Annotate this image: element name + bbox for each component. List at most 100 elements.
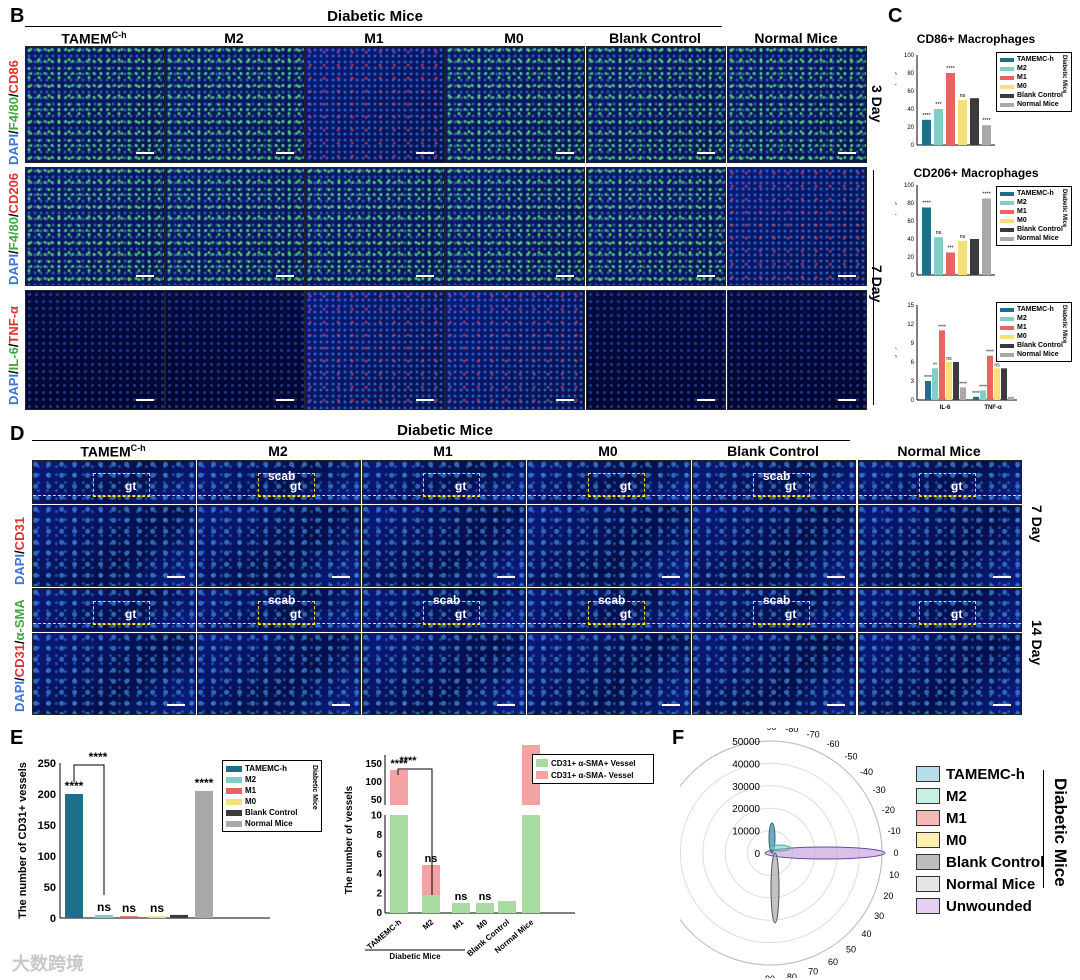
legend-item: Normal Mice — [997, 350, 1071, 359]
e2-ytick-high: 50 — [371, 795, 383, 806]
polar-atick: 10 — [889, 870, 899, 880]
b-row-label-il6: DAPI/IL-6/TNF-α — [6, 305, 21, 405]
c3-bar — [1008, 396, 1014, 400]
c3-ylabel: Mean gray value — [895, 330, 897, 375]
e2-bracket-sig: **** — [399, 755, 417, 767]
scale-bar — [416, 399, 434, 401]
e2-sig: **** — [390, 758, 408, 770]
dashed-baseline — [363, 623, 525, 624]
c1-sig: ns — [960, 93, 966, 99]
d-image-r2-c0: gt — [32, 588, 196, 632]
e1-bracket-sig: **** — [89, 750, 108, 764]
e1-sig: ns — [150, 901, 164, 915]
scale-bar — [332, 704, 350, 706]
c2-bar — [982, 198, 991, 275]
legend-label: M1 — [946, 809, 967, 827]
e1-ytick: 250 — [38, 758, 56, 770]
legend-swatch — [916, 876, 940, 892]
legend-swatch — [1000, 334, 1014, 339]
legend-item: M0 — [913, 829, 1044, 851]
panel-f-legend-line — [1043, 770, 1044, 888]
e2-sig: ns — [425, 853, 438, 865]
label-scab: scab — [433, 593, 461, 607]
e2-bar-pos — [498, 901, 516, 913]
legend-item: M2 — [913, 785, 1044, 807]
e2-xtick: M1 — [451, 917, 466, 931]
legend-label: M2 — [1017, 65, 1027, 72]
dashed-baseline — [693, 495, 855, 496]
legend-item: Normal Mice — [223, 818, 321, 829]
c3-sig: **** — [979, 385, 987, 391]
polar-atick: 40 — [862, 929, 872, 939]
b-col-header-2: M1 — [305, 30, 443, 46]
legend-item: CD31+ α-SMA+ Vessel — [533, 757, 653, 769]
scale-bar — [662, 576, 680, 578]
e2-bracket — [397, 768, 433, 895]
legend-item: M2 — [997, 314, 1071, 323]
col-header-text: M2 — [224, 30, 244, 46]
e2-legend: CD31+ α-SMA+ Vessel CD31+ α-SMA- Vessel — [532, 754, 654, 784]
c2-bar — [934, 237, 943, 275]
c3-sig: ** — [933, 362, 937, 368]
panel-f-legend: TAMEMC-h M2 M1 M0 Blank Control Normal Mice Un… — [913, 763, 1045, 917]
c-legend-1: TAMEMC-h M2 M1 M0 Blank Control Normal Mice Di… — [996, 52, 1072, 112]
scale-bar — [827, 704, 845, 706]
legend-label: TAMEMC-h — [1017, 190, 1054, 197]
d-col-header-2: M1 — [362, 443, 524, 459]
legend-swatch — [1000, 66, 1014, 71]
d-col-header-1: M2 — [197, 443, 359, 459]
b-day-3: 3 Day — [869, 85, 885, 123]
legend-item: TAMEMC-h — [997, 55, 1071, 64]
scale-bar — [993, 576, 1011, 578]
b-image-r2-c1 — [165, 290, 305, 410]
c3-ytick: 15 — [907, 303, 914, 309]
col-header-sup: C-h — [130, 443, 146, 453]
c3-sig: ns — [946, 356, 952, 362]
b-row-label-cd206: DAPI/F4/80/CD206 — [6, 172, 21, 285]
legend-swatch — [226, 820, 242, 827]
legend-item: Normal Mice — [997, 234, 1071, 243]
legend-label: TAMEMC-h — [1017, 306, 1054, 313]
d-image-r1-c0 — [32, 505, 196, 587]
dashed-baseline — [528, 495, 690, 496]
dashed-baseline — [33, 623, 195, 624]
c3-sig: **** — [986, 350, 994, 356]
polar-petal-normal — [770, 852, 780, 924]
scale-bar — [838, 152, 856, 154]
legend-side: Diabetic Mice — [311, 765, 318, 810]
polar-atick: -90 — [763, 728, 776, 732]
c2-sig: **** — [922, 201, 931, 207]
polar-rtick: 0 — [754, 849, 760, 860]
d-image-r0-c1: gt scab — [197, 460, 361, 504]
legend-swatch — [1000, 218, 1014, 223]
d-image-r0-c0: gt — [32, 460, 196, 504]
legend-label: Normal Mice — [946, 875, 1036, 893]
d-image-r0-c2: gt — [362, 460, 526, 504]
d-image-r2-c2: gt scab — [362, 588, 526, 632]
legend-label: M0 — [1017, 83, 1027, 90]
legend-item: CD31+ α-SMA- Vessel — [533, 769, 653, 781]
legend-label: TAMEMC-h — [1017, 56, 1054, 63]
legend-label: TAMEMC-h — [946, 765, 1025, 783]
panel-b-label: B — [10, 5, 25, 27]
c3-bar — [953, 362, 959, 400]
label-scab: scab — [268, 469, 296, 483]
e2-bar-neg — [390, 770, 408, 805]
panel-f-polar: 0 10000 20000 30000 40000 50000 -90 -80 -70 -60 -5… — [680, 728, 901, 978]
legend-swatch — [1000, 227, 1014, 232]
legend-swatch — [226, 809, 242, 816]
dashed-baseline — [859, 623, 1021, 624]
label-scab: scab — [763, 469, 791, 483]
legend-swatch — [1000, 325, 1014, 330]
e2-bar-pos — [452, 903, 470, 913]
panel-d-group-line — [32, 440, 850, 441]
polar-atick: -40 — [860, 767, 873, 777]
panel-f-label: F — [672, 727, 685, 749]
c1-bar — [922, 119, 931, 145]
legend-swatch — [916, 832, 940, 848]
legend-item: M2 — [223, 774, 321, 785]
polar-atick: 0 — [893, 848, 898, 858]
b-col-header-3: M0 — [445, 30, 583, 46]
c3-sig: ns — [994, 362, 1000, 368]
legend-label: Blank Control — [245, 808, 298, 817]
